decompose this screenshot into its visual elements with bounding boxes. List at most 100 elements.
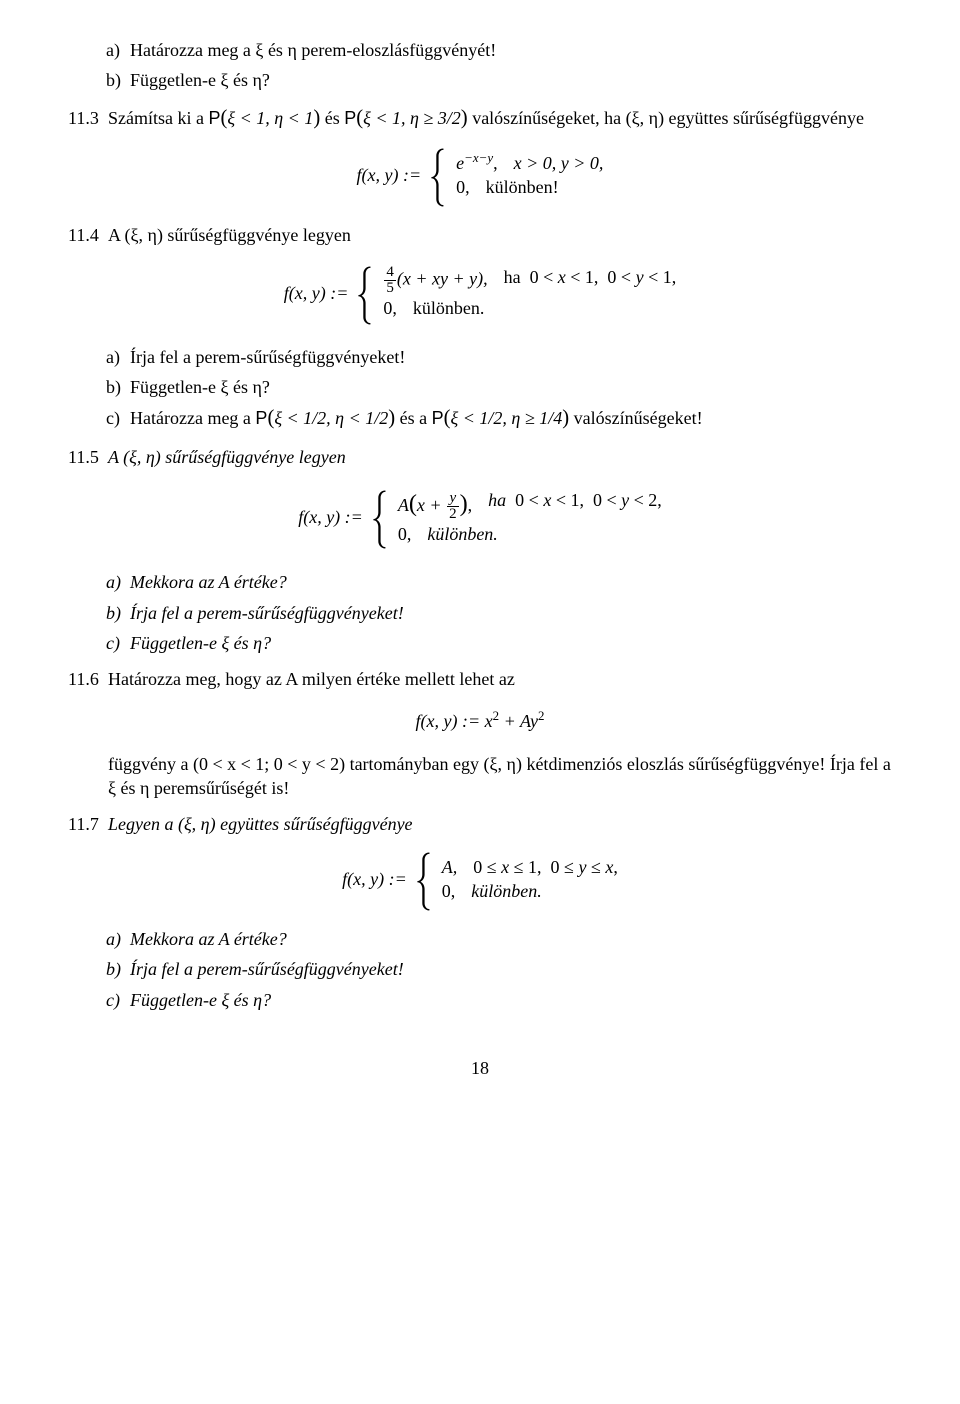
equation: f(x, y) := { A(x + y2), ha 0 < x < 1, 0 …: [68, 488, 892, 547]
prob-arg: ξ < 1/2, η < 1/2: [274, 408, 388, 428]
fraction: 45: [384, 265, 396, 296]
brace-icon: {: [429, 153, 446, 197]
text: Határozza meg a: [130, 408, 255, 428]
subitem-text: Független-e ξ és η?: [130, 633, 271, 653]
subitem-label: b): [106, 957, 130, 981]
equation: f(x, y) := { A, 0 ≤ x ≤ 1, 0 ≤ y ≤ x, 0,…: [68, 855, 892, 904]
text: valószínűségeket, ha (ξ, η) együttes sűr…: [468, 108, 864, 128]
subitem-label: a): [106, 345, 130, 369]
text: függvény a (0 < x < 1; 0 < y < 2) tartom…: [108, 754, 891, 798]
equation: f(x, y) := x2 + Ay2: [68, 709, 892, 733]
eq-cases: e−x−y, x > 0, y > 0, 0, különben!: [456, 151, 603, 200]
subitem-text: Mekkora az A értéke?: [130, 929, 287, 949]
eq-lhs: f(x, y) := x: [416, 711, 493, 731]
subitem-label: b): [106, 375, 130, 399]
case-cond: különben.: [413, 296, 485, 320]
problem-prev: a)Határozza meg a ξ és η perem-eloszlásf…: [68, 38, 892, 93]
subitem-c: c)Független-e ξ és η?: [68, 988, 892, 1012]
subitem-text: Határozza meg a ξ és η perem-eloszlásfüg…: [130, 40, 496, 60]
eq-lhs: f(x, y) :=: [284, 281, 349, 305]
case-value: 0,: [383, 296, 413, 320]
case-cond: különben.: [427, 522, 497, 546]
eq-cases: A(x + y2), ha 0 < x < 1, 0 < y < 2, 0, k…: [398, 488, 662, 547]
subitem-text: Független-e ξ és η?: [130, 990, 271, 1010]
eq-cases: A, 0 ≤ x ≤ 1, 0 ≤ y ≤ x, 0, különben.: [442, 855, 618, 904]
subitem-c: c)Független-e ξ és η?: [68, 631, 892, 655]
subitem-a: a)Határozza meg a ξ és η perem-eloszlásf…: [68, 38, 892, 62]
subitem-b: b)Írja fel a perem-sűrűségfüggvényeket!: [68, 601, 892, 625]
problem-number: 11.5: [68, 445, 108, 469]
subitem-text: Írja fel a perem-sűrűségfüggvényeket!: [130, 347, 405, 367]
subitem-b: b)Független-e ξ és η?: [68, 68, 892, 92]
case-value: (x + xy + y),: [397, 269, 488, 289]
text: Határozza meg, hogy az A milyen értéke m…: [108, 669, 515, 689]
subitem-label: a): [106, 570, 130, 594]
subitem-b: b)Írja fel a perem-sűrűségfüggvényeket!: [68, 957, 892, 981]
case-cond: ha 0 < x < 1, 0 < y < 1,: [504, 267, 677, 287]
fraction: y2: [447, 491, 459, 522]
text: Számítsa ki a: [108, 108, 208, 128]
subitem-text: Írja fel a perem-sűrűségfüggvényeket!: [130, 603, 404, 623]
eq-lhs: f(x, y) :=: [357, 163, 422, 187]
subitem-b: b)Független-e ξ és η?: [68, 375, 892, 399]
subitem-label: a): [106, 38, 130, 62]
subitem-text: Írja fel a perem-sűrűségfüggvényeket!: [130, 959, 404, 979]
text: valószínűségeket!: [569, 408, 702, 428]
case-inner: x +: [417, 495, 446, 515]
prob-arg: ξ < 1, η ≥ 3/2: [363, 108, 461, 128]
subitem-label: b): [106, 68, 130, 92]
problem-number: 11.3: [68, 106, 108, 130]
brace-icon: {: [356, 271, 373, 315]
problem-number: 11.7: [68, 812, 108, 836]
eq-sup: 2: [538, 708, 544, 723]
subitem-text: Mekkora az A értéke?: [130, 572, 287, 592]
page-number: 18: [68, 1056, 892, 1080]
problem-11-4: 11.4A (ξ, η) sűrűségfüggvénye legyen f(x…: [68, 223, 892, 433]
text: A (ξ, η) sűrűségfüggvénye legyen: [108, 447, 346, 467]
problem-11-6: 11.6Határozza meg, hogy az A milyen érté…: [68, 667, 892, 800]
equation: f(x, y) := { 45(x + xy + y), ha 0 < x < …: [68, 265, 892, 320]
problem-statement: 11.4A (ξ, η) sűrűségfüggvénye legyen: [68, 223, 892, 247]
prob-symbol: P: [432, 408, 444, 428]
case-value: e: [456, 153, 464, 173]
problem-statement: 11.5A (ξ, η) sűrűségfüggvénye legyen: [68, 445, 892, 469]
eq-mid: + Ay: [499, 711, 538, 731]
problem-number: 11.6: [68, 667, 108, 691]
case-cond: különben.: [471, 879, 541, 903]
subitem-label: c): [106, 406, 130, 430]
text: és: [320, 108, 344, 128]
case-exp: −x−y: [464, 150, 493, 165]
subitem-label: b): [106, 601, 130, 625]
case-value: 0,: [442, 879, 472, 903]
eq-lhs: f(x, y) :=: [298, 505, 363, 529]
subitem-c: c)Határozza meg a P(ξ < 1/2, η < 1/2) és…: [68, 405, 892, 433]
case-value: A,: [442, 855, 474, 879]
problem-11-7: 11.7Legyen a (ξ, η) együttes sűrűségfügg…: [68, 812, 892, 1012]
problem-continuation: függvény a (0 < x < 1; 0 < y < 2) tartom…: [68, 752, 892, 801]
case-cond: x > 0, y > 0,: [514, 151, 604, 175]
subitem-a: a)Mekkora az A értéke?: [68, 570, 892, 594]
text: és a: [395, 408, 431, 428]
problem-statement: 11.3Számítsa ki a P(ξ < 1, η < 1) és P(ξ…: [68, 105, 892, 133]
problem-11-5: 11.5A (ξ, η) sűrűségfüggvénye legyen f(x…: [68, 445, 892, 655]
eq-lhs: f(x, y) :=: [342, 867, 407, 891]
prob-symbol: P: [344, 108, 356, 128]
subitem-a: a)Írja fel a perem-sűrűségfüggvényeket!: [68, 345, 892, 369]
problem-11-3: 11.3Számítsa ki a P(ξ < 1, η < 1) és P(ξ…: [68, 105, 892, 200]
case-value: 0,: [456, 175, 486, 199]
case-cond: ha: [488, 490, 515, 510]
problem-statement: 11.6Határozza meg, hogy az A milyen érté…: [68, 667, 892, 691]
case-value: 0,: [398, 522, 428, 546]
subitem-label: a): [106, 927, 130, 951]
prob-arg: ξ < 1, η < 1: [227, 108, 313, 128]
eq-cases: 45(x + xy + y), ha 0 < x < 1, 0 < y < 1,…: [383, 265, 676, 320]
subitem-label: c): [106, 631, 130, 655]
prob-symbol: P: [208, 108, 220, 128]
prob-arg: ξ < 1/2, η ≥ 1/4: [451, 408, 563, 428]
case-A: A: [398, 495, 409, 515]
brace-icon: {: [415, 857, 432, 901]
problem-statement: 11.7Legyen a (ξ, η) együttes sűrűségfügg…: [68, 812, 892, 836]
subitem-a: a)Mekkora az A értéke?: [68, 927, 892, 951]
subitem-text: Független-e ξ és η?: [130, 70, 270, 90]
subitem-text: Független-e ξ és η?: [130, 377, 270, 397]
